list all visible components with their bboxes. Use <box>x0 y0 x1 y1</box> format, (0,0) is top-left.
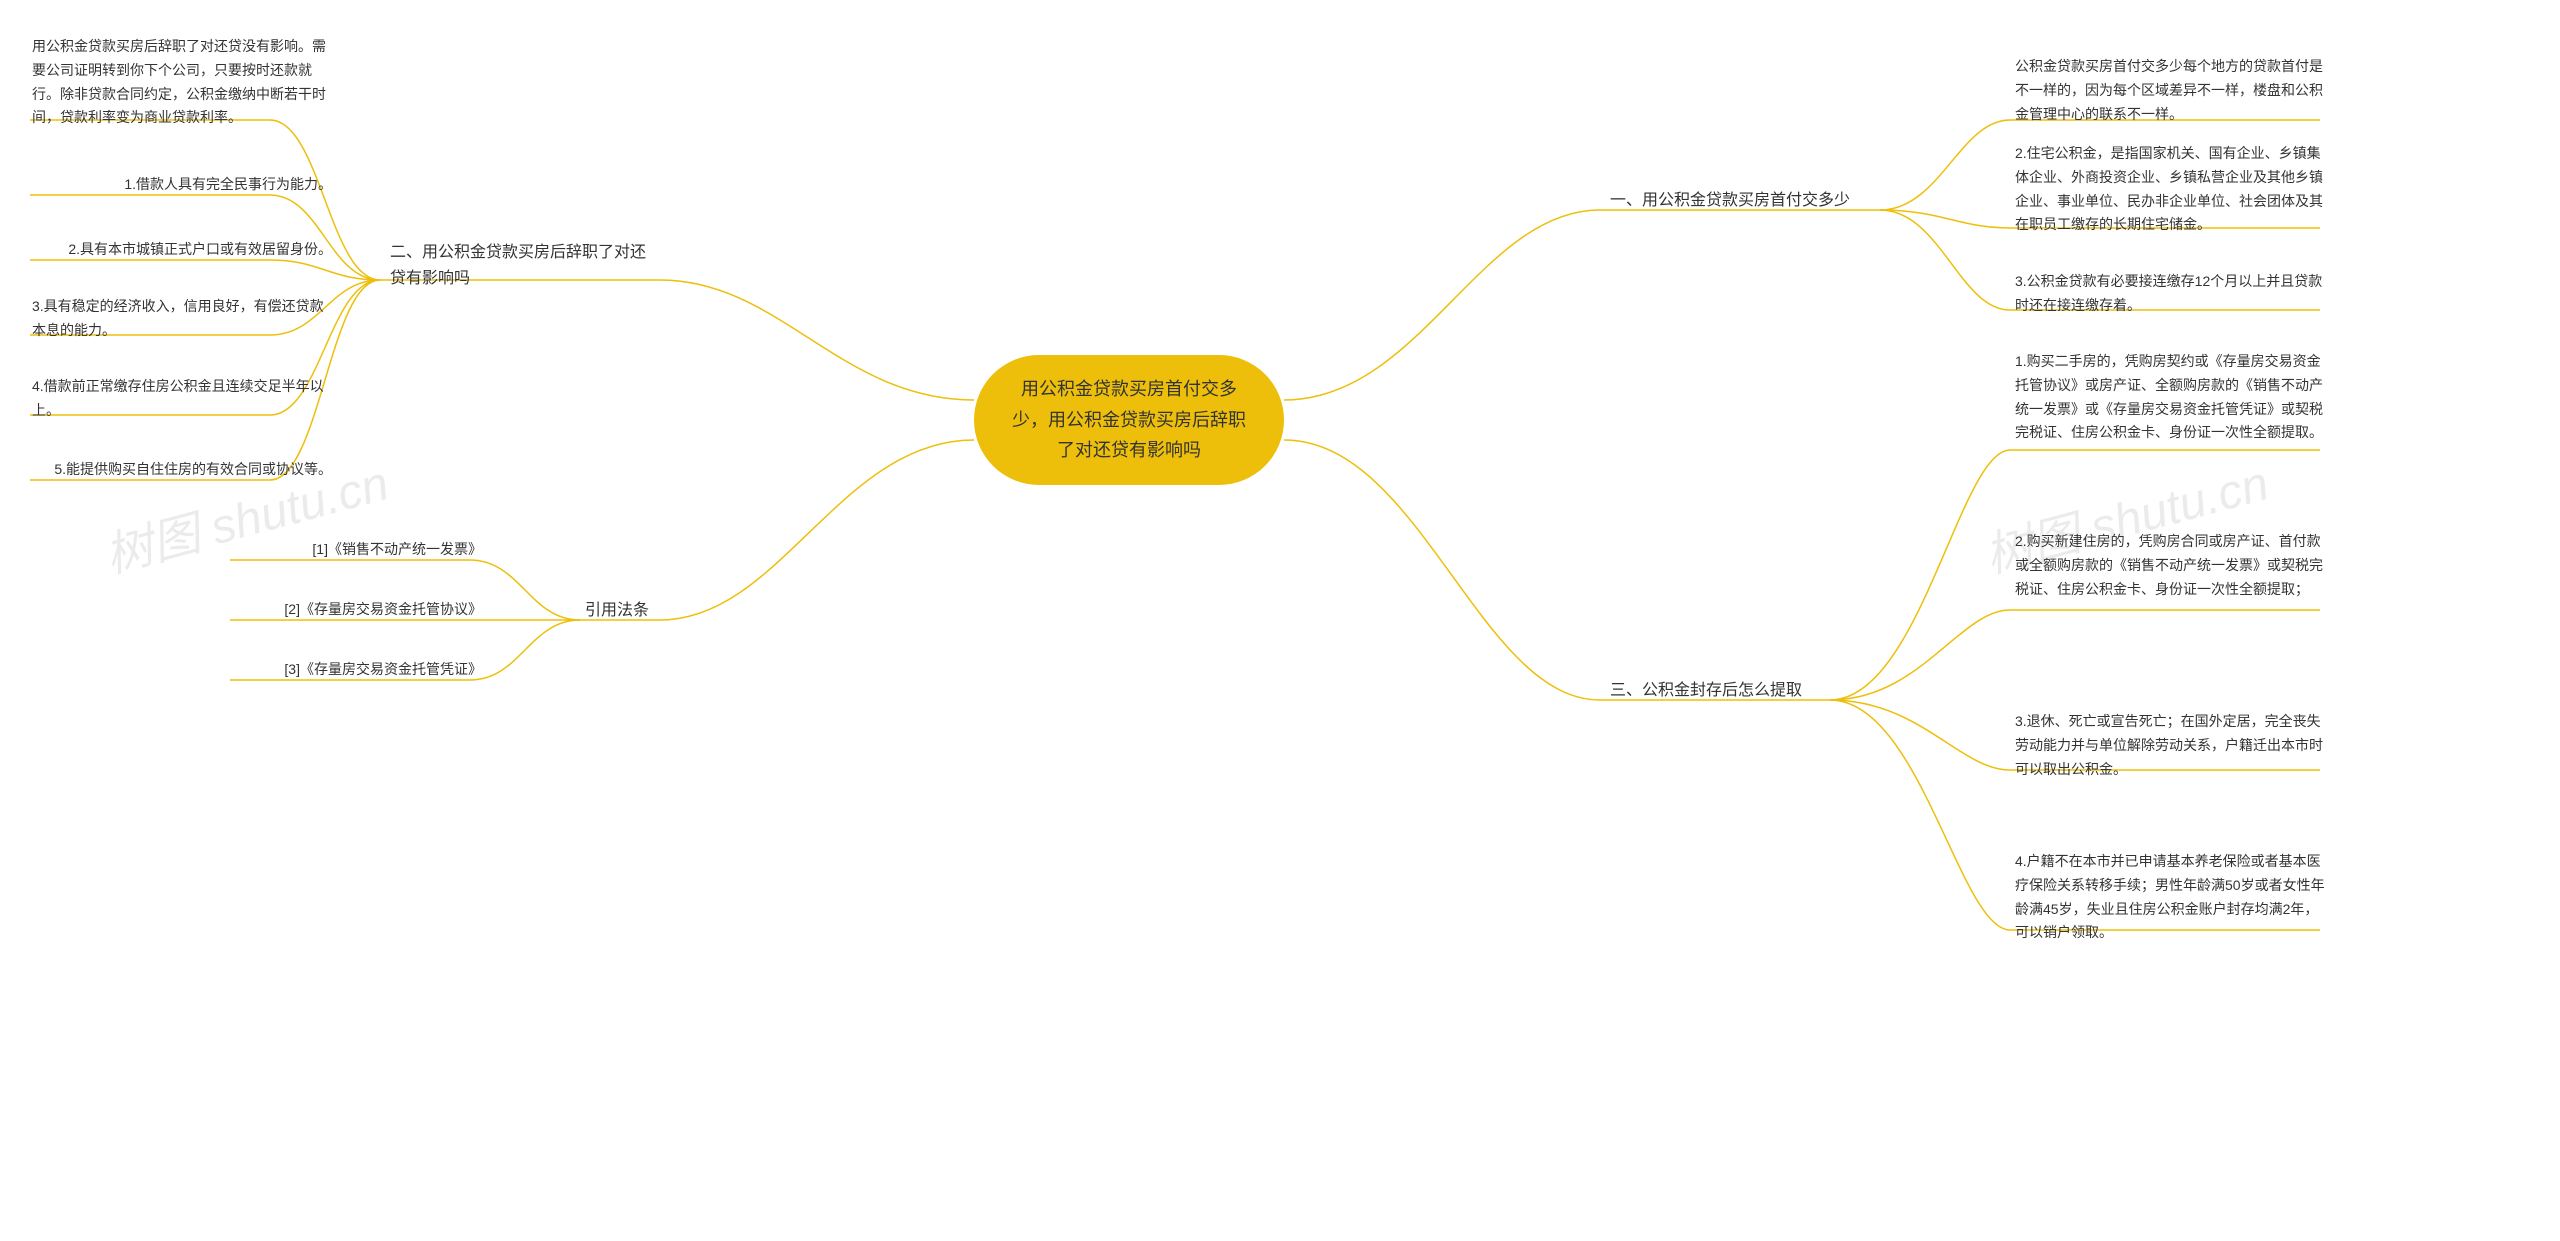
leaf-3-3: 4.户籍不在本市并已申请基本养老保险或者基本医疗保险关系转移手续；男性年龄满50… <box>2015 850 2325 945</box>
center-node: 用公积金贷款买房首付交多少，用公积金贷款买房后辞职了对还贷有影响吗 <box>974 355 1284 485</box>
leaf-4-1: [2]《存量房交易资金托管协议》 <box>232 598 482 622</box>
branch-label-2: 二、用公积金贷款买房后辞职了对还贷有影响吗 <box>390 240 650 291</box>
leaf-2-1: 1.借款人具有完全民事行为能力。 <box>32 173 332 197</box>
leaf-1-1: 2.住宅公积金，是指国家机关、国有企业、乡镇集体企业、外商投资企业、乡镇私营企业… <box>2015 142 2325 237</box>
leaf-3-0: 1.购买二手房的，凭购房契约或《存量房交易资金托管协议》或房产证、全额购房款的《… <box>2015 350 2325 445</box>
center-text: 用公积金贷款买房首付交多少，用公积金贷款买房后辞职了对还贷有影响吗 <box>1004 374 1254 466</box>
leaf-4-0: [1]《销售不动产统一发票》 <box>232 538 482 562</box>
leaf-4-2: [3]《存量房交易资金托管凭证》 <box>232 658 482 682</box>
leaf-2-2: 2.具有本市城镇正式户口或有效居留身份。 <box>32 238 332 262</box>
branch-label-4: 引用法条 <box>585 598 685 624</box>
leaf-1-0: 公积金贷款买房首付交多少每个地方的贷款首付是不一样的，因为每个区域差异不一样，楼… <box>2015 55 2325 126</box>
branch-label-1: 一、用公积金贷款买房首付交多少 <box>1610 188 1880 214</box>
leaf-2-5: 5.能提供购买自住住房的有效合同或协议等。 <box>32 458 332 482</box>
branch-label-3: 三、公积金封存后怎么提取 <box>1610 678 1860 704</box>
leaf-2-0: 用公积金贷款买房后辞职了对还贷没有影响。需要公司证明转到你下个公司，只要按时还款… <box>32 35 332 130</box>
leaf-2-4: 4.借款前正常缴存住房公积金且连续交足半年以上。 <box>32 375 332 423</box>
leaf-3-2: 3.退休、死亡或宣告死亡；在国外定居，完全丧失劳动能力并与单位解除劳动关系，户籍… <box>2015 710 2325 781</box>
leaf-1-2: 3.公积金贷款有必要接连缴存12个月以上并且贷款时还在接连缴存着。 <box>2015 270 2325 318</box>
leaf-2-3: 3.具有稳定的经济收入，信用良好，有偿还贷款本息的能力。 <box>32 295 332 343</box>
leaf-3-1: 2.购买新建住房的，凭购房合同或房产证、首付款或全额购房款的《销售不动产统一发票… <box>2015 530 2325 601</box>
